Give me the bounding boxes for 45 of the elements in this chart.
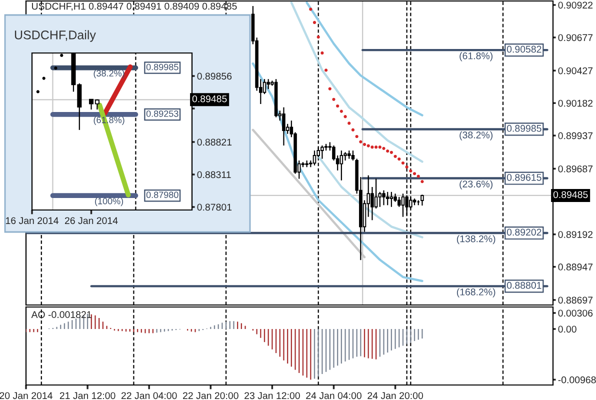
- annotation: 0.87980: [146, 192, 178, 198]
- y-tick-label: 0.00: [558, 326, 576, 333]
- x-tick-label: 20 Jan 2014: [0, 392, 52, 400]
- y-tick-label: -0.00968: [558, 376, 596, 384]
- y-tick-label: 0.90922: [558, 2, 593, 9]
- y-tick-label: 0.89937: [558, 132, 593, 140]
- ref-line-label: 0.89485: [553, 191, 588, 198]
- x-tick-label: 21 Jan 12:00: [60, 392, 116, 400]
- ref-line-label: 0.89485: [192, 95, 227, 102]
- annotation: (38.2%): [460, 131, 492, 140]
- x-tick-label: 23 Jan 12:00: [244, 392, 300, 400]
- annotation: (23.6%): [460, 180, 492, 190]
- annotation: 0.89202: [506, 228, 542, 236]
- annotation: (168.2%): [456, 288, 496, 298]
- annotation: 0.89985: [146, 64, 178, 70]
- annotation: 0.90582: [506, 46, 542, 53]
- x-tick-label: 16 Jan 2014: [6, 217, 58, 224]
- y-tick-label: 0.88821: [197, 138, 232, 146]
- x-tick-label: 22 Jan 20:00: [183, 392, 238, 400]
- x-tick-label: 24 Jan 04:00: [306, 392, 362, 400]
- y-tick-label: 0.88311: [197, 171, 231, 178]
- annotation: 0.89253: [146, 110, 178, 117]
- y-tick-label: 0.90182: [558, 100, 593, 107]
- annotation: (61.8%): [460, 52, 492, 62]
- y-tick-label: 0.90427: [558, 67, 593, 74]
- annotation: (138.2%): [456, 235, 496, 244]
- y-tick-label: 0.00306: [558, 310, 593, 317]
- y-tick-label: 0.88947: [558, 264, 593, 270]
- annotation: 0.89985: [506, 124, 542, 132]
- annotation: (100%): [95, 198, 124, 206]
- y-tick-label: 0.89687: [558, 165, 593, 172]
- chart-title: USDCHF,H1 0.89447 0.89491 0.89409 0.89485: [32, 2, 237, 11]
- annotation: 0.89615: [506, 174, 542, 181]
- x-tick-label: 22 Jan 04:00: [121, 392, 177, 400]
- y-tick-label: 0.87801: [197, 204, 232, 211]
- x-tick-label: 26 Jan 2014: [64, 217, 118, 224]
- y-tick-label: 0.89856: [197, 72, 232, 80]
- annotation: 0.88801: [506, 282, 542, 289]
- y-tick-label: 0.88697: [558, 296, 593, 304]
- x-tick-label: 24 Jan 20:00: [368, 392, 424, 400]
- annotation: (38.2%): [94, 70, 124, 78]
- annotation: AO -0.001821: [31, 311, 92, 318]
- y-tick-label: 0.90677: [558, 34, 593, 42]
- y-tick-label: 0.89192: [558, 231, 593, 238]
- chart-title: USDCHF,Daily: [14, 30, 96, 42]
